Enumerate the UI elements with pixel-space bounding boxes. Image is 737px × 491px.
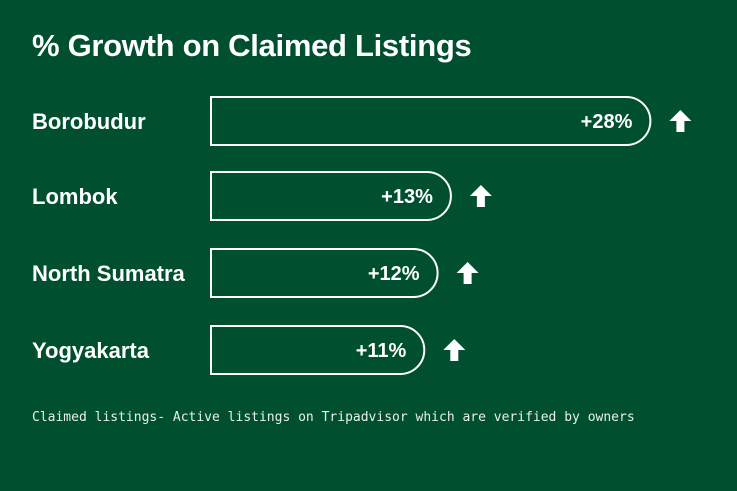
value-label: +28% — [581, 111, 633, 133]
arrow-up-icon — [456, 262, 479, 284]
bar-chart: Borobudur +28% Lombok +13% North Sumatra +12%… — [32, 96, 692, 375]
arrow-up-icon — [443, 339, 466, 361]
category-label: North Sumatra — [32, 261, 186, 286]
category-label: Borobudur — [32, 109, 146, 134]
category-label: Yogyakarta — [32, 338, 150, 363]
bar — [210, 171, 452, 221]
footnote: Claimed listings- Active listings on Tri… — [32, 410, 635, 425]
bar — [210, 248, 439, 298]
value-label: +13% — [381, 186, 433, 208]
bar — [210, 325, 426, 375]
value-label: +12% — [368, 263, 420, 285]
arrow-up-icon — [669, 110, 692, 132]
arrow-up-icon — [469, 185, 492, 207]
bar — [210, 96, 652, 146]
chart-title: % Growth on Claimed Listings — [32, 28, 472, 63]
value-label: +11% — [356, 340, 407, 362]
category-label: Lombok — [32, 184, 118, 209]
